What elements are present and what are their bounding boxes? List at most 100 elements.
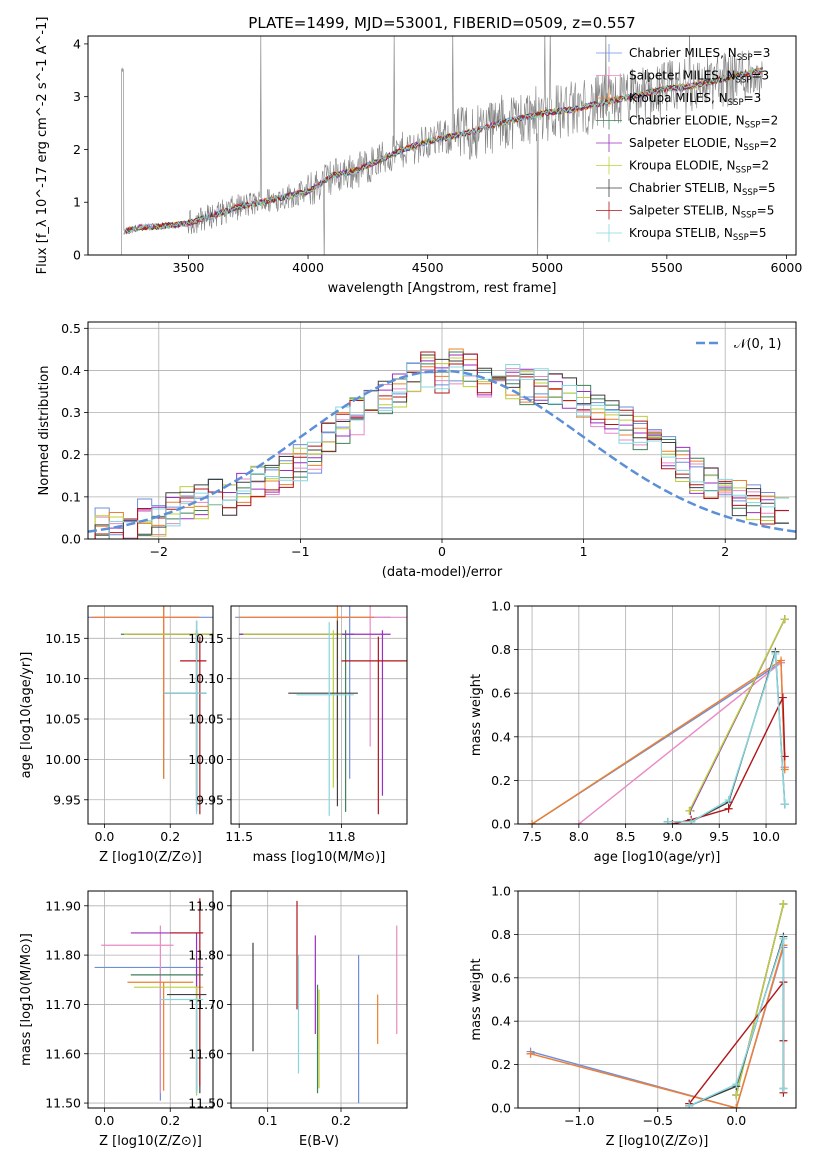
x-tick-label: 0 <box>438 544 446 559</box>
y-tick-label: 0.5 <box>61 321 81 336</box>
x-tick-label: 0.2 <box>331 1113 351 1128</box>
weight-line-kroupa-miles <box>530 945 785 1108</box>
legend-label-suffix: =3 <box>744 91 762 105</box>
legend-label-subscript: SSP <box>742 188 758 198</box>
legend-label-subscript: SSP <box>736 76 752 86</box>
axes-frame <box>87 605 214 825</box>
x-tick-label: 0.0 <box>726 1113 746 1128</box>
weight-marker <box>732 1080 741 1089</box>
histogram-salpeter-stelib <box>88 351 789 539</box>
x-tick-label: 6000 <box>771 260 803 275</box>
figure-title: PLATE=1499, MJD=53001, FIBERID=0509, z=0… <box>248 14 635 32</box>
axes-decoration: 7.5 8.0 8.5 9.0 9.5 10.0 0.0 0.2 0.4 0.6 0.8 1.0 age… <box>469 599 797 865</box>
axes-decoration: 0.1 0.2 11.50 11.60 11.70 11.80 11.90 E(B-V) <box>188 890 408 1149</box>
legend-label-suffix: =5 <box>757 204 775 218</box>
x-axis-label: mass [log10(M/M⊙)] <box>253 850 386 865</box>
x-tick-label: 8.5 <box>616 829 636 844</box>
panel-mass-vs-Z: 0.0 0.2 11.50 11.60 11.70 11.80 11.90 Z [log10(… <box>19 890 214 1149</box>
y-tick-label: 0.8 <box>491 642 511 657</box>
axes-frame <box>230 890 408 1109</box>
y-tick-label: 11.50 <box>45 1096 81 1111</box>
legend-label-subscript: SSP <box>733 233 749 243</box>
x-tick-label: 2 <box>721 544 729 559</box>
panel-residuals: −2 −1 0 1 2 0.0 0.1 0.2 0.3 0.4 0.5 (data-model)/er… <box>37 321 797 580</box>
weight-marker <box>528 820 537 824</box>
y-tick-label: 0.2 <box>61 447 81 462</box>
legend-label-text: Chabrier STELIB, N <box>629 181 742 195</box>
legend-label-suffix: =2 <box>759 136 777 150</box>
y-tick-label: 10.05 <box>188 712 224 727</box>
legend-label: Kroupa MILES, NSSP=3 <box>629 91 761 108</box>
y-tick-label: 0.2 <box>491 1057 511 1072</box>
weight-line-salpeter-miles <box>578 661 786 824</box>
x-tick-label: 0.0 <box>95 1113 115 1128</box>
x-axis-label: wavelength [Angstrom, rest frame] <box>328 281 557 296</box>
legend-label-text: Salpeter ELODIE, N <box>629 136 743 150</box>
x-axis-label: (data-model)/error <box>382 565 503 580</box>
legend: 𝒩(0, 1) <box>696 337 781 352</box>
x-tick-label: 7.5 <box>522 829 542 844</box>
y-tick-label: 0.0 <box>491 1101 511 1116</box>
y-tick-label: 11.90 <box>45 898 81 913</box>
y-tick-label: 3 <box>73 89 81 104</box>
x-tick-label: 0.2 <box>160 1113 180 1128</box>
weight-marker <box>732 1090 741 1099</box>
weight-marker <box>663 817 672 824</box>
legend-label: Kroupa STELIB, NSSP=5 <box>629 226 767 243</box>
legend-label-subscript: SSP <box>736 166 752 176</box>
panel-weight-vs-Z: −1.0 −0.5 0.0 0.0 0.2 0.4 0.6 0.8 1.0 Z [log10(Z/… <box>469 884 797 1149</box>
y-tick-label: 11.60 <box>188 1046 224 1061</box>
legend-label-suffix: =5 <box>758 181 776 195</box>
y-tick-label: 10.15 <box>188 631 224 646</box>
y-tick-label: 0.6 <box>491 686 511 701</box>
weight-line-kroupa-stelib <box>688 938 785 1107</box>
axes-decoration: 3500 4000 4500 5000 5500 6000 0 1 2 3 4 wavelength … <box>35 17 802 296</box>
panel-mass-vs-EBV: 0.1 0.2 11.50 11.60 11.70 11.80 11.90 E(B-V) <box>188 890 408 1149</box>
y-tick-label: 11.60 <box>45 1046 81 1061</box>
legend-label-suffix: =5 <box>749 226 767 240</box>
legend-label-suffix: =2 <box>761 114 779 128</box>
weight-line-kroupa-elodie <box>688 618 786 812</box>
weight-marker <box>777 656 786 665</box>
legend-label-subscript: SSP <box>728 98 744 108</box>
weight-marker <box>780 800 789 809</box>
axes-frame <box>230 605 408 825</box>
plot-area <box>252 900 398 1104</box>
weight-marker <box>779 900 788 909</box>
weight-marker <box>574 820 583 824</box>
legend-label-suffix: =3 <box>751 69 769 83</box>
x-tick-label: −0.5 <box>643 1113 673 1128</box>
axes-decoration: −2 −1 0 1 2 0.0 0.1 0.2 0.3 0.4 0.5 (data-model)/er… <box>37 321 797 580</box>
y-tick-label: 10.10 <box>45 671 81 686</box>
legend-label-text: Kroupa STELIB, N <box>629 226 733 240</box>
legend-label: 𝒩(0, 1) <box>734 337 781 352</box>
legend-label-subscript: SSP <box>741 211 757 221</box>
x-tick-label: 9.5 <box>709 829 729 844</box>
y-tick-label: 9.95 <box>196 792 224 807</box>
legend-label-text: Chabrier MILES, N <box>629 46 737 60</box>
legend-label-subscript: SSP <box>737 53 753 63</box>
x-tick-label: 4500 <box>412 260 444 275</box>
x-tick-label: 4000 <box>292 260 324 275</box>
y-tick-label: 11.90 <box>188 898 224 913</box>
panel-age-vs-Z: 0.0 0.2 9.95 10.00 10.05 10.10 10.15 Z [log10(Z… <box>19 605 214 865</box>
axes-frame <box>87 35 797 256</box>
weight-marker <box>771 649 780 658</box>
legend-label-text: Salpeter MILES, N <box>629 69 736 83</box>
weight-line-kroupa-elodie <box>735 903 785 1096</box>
legend-label: Salpeter STELIB, NSSP=5 <box>629 204 774 221</box>
y-tick-label: 11.80 <box>188 948 224 963</box>
weight-marker <box>732 1104 741 1108</box>
legend-label-suffix: =3 <box>753 46 771 60</box>
weight-marker <box>687 817 696 824</box>
y-tick-label: 1 <box>73 195 81 210</box>
y-tick-label: 2 <box>73 142 81 157</box>
model-spectrum-kroupa-stelib <box>123 68 763 235</box>
y-axis-label: mass [log10(M/M⊙)] <box>19 933 34 1066</box>
x-tick-label: 0.1 <box>258 1113 278 1128</box>
legend-label-text: Kroupa ELODIE, N <box>629 159 736 173</box>
panel-weight-vs-age: 7.5 8.0 8.5 9.0 9.5 10.0 0.0 0.2 0.4 0.6 0.8 1.0 age… <box>469 599 797 865</box>
legend-label-text: Chabrier ELODIE, N <box>629 114 745 128</box>
